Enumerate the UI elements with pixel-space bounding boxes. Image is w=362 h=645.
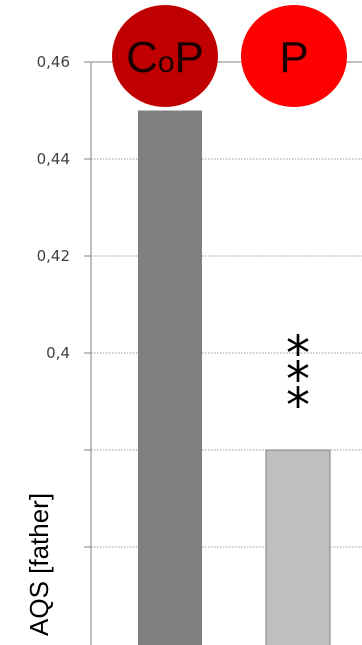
category-badges: CoP P xyxy=(112,5,347,107)
annotations: *** xyxy=(286,326,310,434)
category-badge-label: P xyxy=(279,33,308,82)
y-axis-label: AQS [father] xyxy=(24,493,54,636)
category-badge xyxy=(241,5,347,107)
significance-marker: *** xyxy=(286,326,310,434)
category-badge-label: CoP xyxy=(126,33,204,82)
bar-p xyxy=(265,449,331,645)
y-tick-labels: 0,4 0,42 0,44 0,46 xyxy=(37,53,70,362)
category-badge xyxy=(112,5,218,107)
y-tick-label: 0,46 xyxy=(37,53,70,71)
y-tick-label: 0,42 xyxy=(37,247,70,265)
bar-cop xyxy=(138,110,202,645)
bars xyxy=(138,110,331,645)
y-tick-label: 0,44 xyxy=(37,150,70,168)
y-tick-label: 0,4 xyxy=(46,344,70,362)
